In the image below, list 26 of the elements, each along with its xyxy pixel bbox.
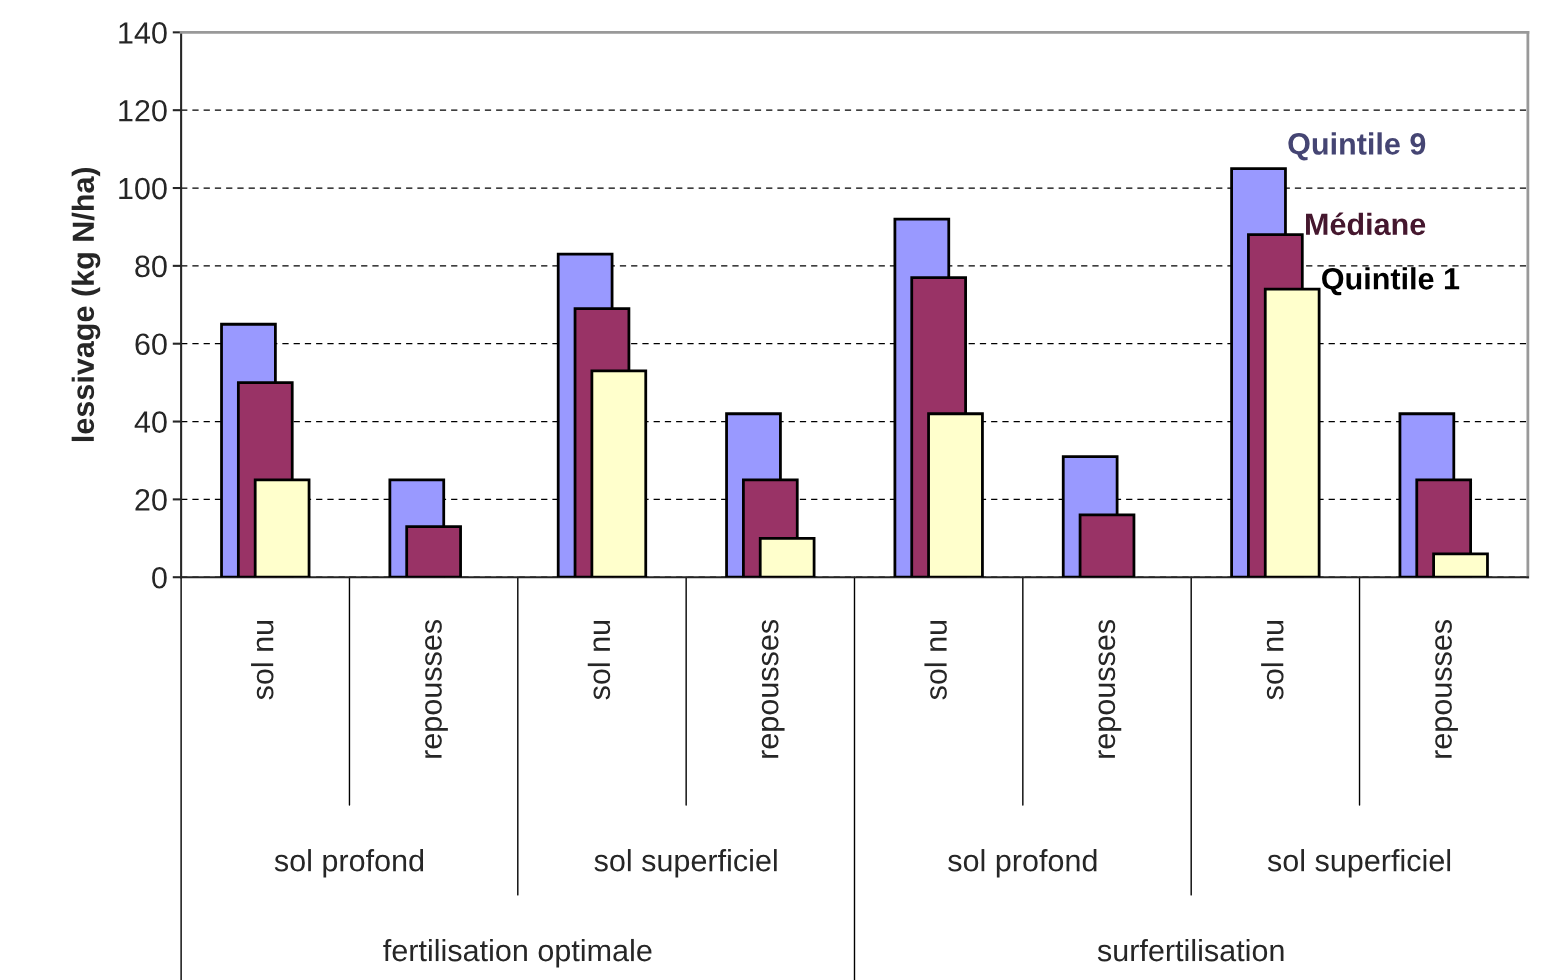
x-tick-label: repousses xyxy=(1435,619,1458,758)
x-tick-label: sol nu xyxy=(924,620,947,700)
text: sol superficiel xyxy=(1267,849,1451,878)
series-label: Quintile 1 xyxy=(1322,267,1460,296)
x-tick-label: repousses xyxy=(425,619,448,758)
x-tick-label: sol nu xyxy=(587,620,611,700)
y-tick-label: 120 xyxy=(119,99,167,122)
y-tick-label: 60 xyxy=(135,333,167,356)
x-tick-label: repousses xyxy=(761,619,785,758)
text: sol profond xyxy=(948,849,1097,878)
text: fertilisation optimale xyxy=(383,938,652,968)
text: sol superficiel xyxy=(594,849,777,878)
x-tick-label: sol nu xyxy=(1261,620,1284,700)
text: surfertilisation xyxy=(1097,938,1284,962)
text: sol profond xyxy=(274,849,424,878)
y-tick-label: 20 xyxy=(135,489,167,511)
y-tick-label: 80 xyxy=(135,255,167,278)
series-label: Médiane xyxy=(1306,212,1426,236)
y-tick-label: 100 xyxy=(119,177,167,200)
y-tick-label: 40 xyxy=(134,411,167,433)
x-tick-label: sol nu xyxy=(251,620,274,700)
series-label: Quintile 9 xyxy=(1288,132,1426,161)
y-axis-title: lessivage (kg N/ha) xyxy=(71,167,101,442)
y-tick-label: 140 xyxy=(119,22,167,44)
x-tick-label: repousses xyxy=(1098,619,1122,758)
y-tick-label: 0 xyxy=(152,566,167,589)
